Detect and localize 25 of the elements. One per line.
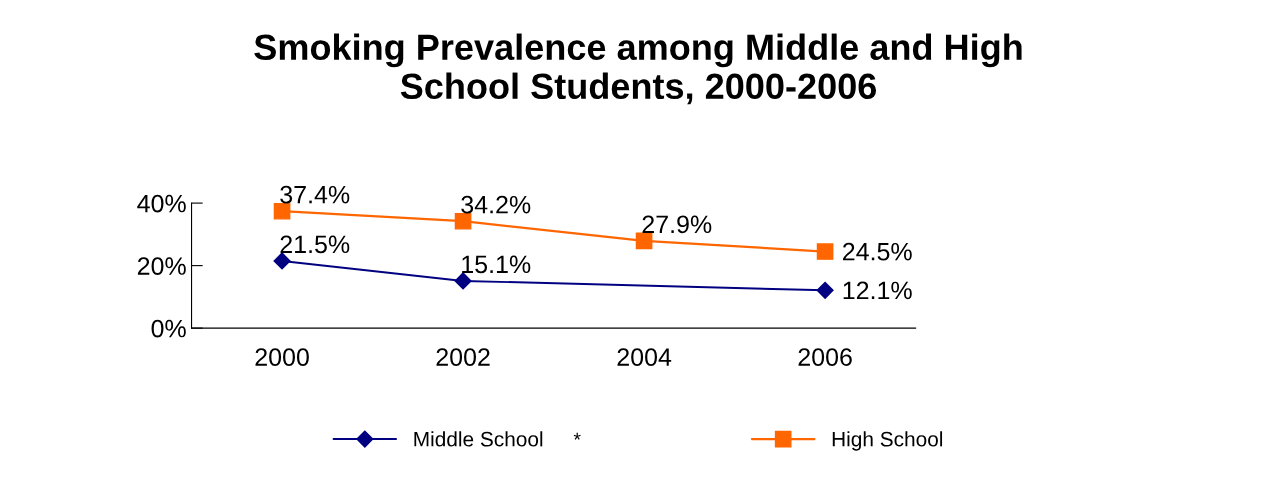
point: [273, 252, 291, 270]
point: [273, 203, 291, 220]
legend-label: High School: [832, 431, 943, 451]
y-tick-label: 0%: [151, 319, 186, 338]
x-tick-label: 2004: [617, 348, 672, 366]
data-label: 27.9%: [642, 215, 712, 234]
chart-title: Smoking Prevalence among Middle and High School Students, 2000-2006: [254, 33, 1022, 105]
point: [816, 281, 834, 299]
data-label: 34.2%: [461, 195, 531, 214]
point: [816, 243, 834, 260]
data-label: 21.5%: [280, 235, 350, 254]
legend-label: Middle School: [414, 431, 543, 447]
y-tick-label: 40%: [137, 194, 186, 213]
x-tick-label: 2000: [255, 348, 309, 366]
y-tick-label: 20%: [137, 257, 186, 275]
data-label: 37.4%: [280, 185, 350, 204]
data-label: 24.5%: [843, 242, 912, 261]
x-tick-label: 2006: [798, 348, 852, 366]
point: [635, 232, 653, 250]
data-label: 15.1%: [462, 255, 531, 274]
point: [454, 212, 472, 230]
text: *: [573, 432, 581, 440]
x-tick-label: 2002: [436, 348, 490, 366]
point: [454, 272, 472, 290]
data-label: 12.1%: [843, 281, 912, 300]
